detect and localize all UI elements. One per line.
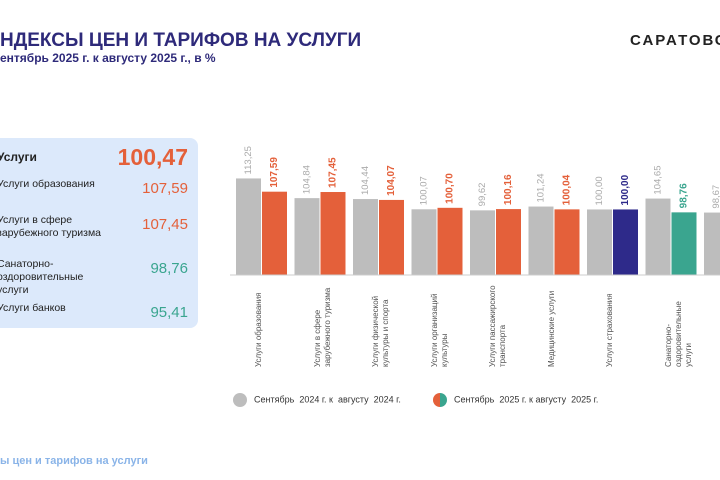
value-label: 100,04 — [562, 174, 573, 205]
bar — [236, 178, 261, 275]
value-label: 100,07 — [419, 176, 430, 205]
value-label: 107,45 — [328, 157, 339, 188]
x-tick-label: Услуги физической культуры и спорта — [371, 295, 390, 367]
value-label: 98,76 — [679, 183, 690, 208]
title: НДЕКСЫ ЦЕН И ТАРИФОВ НА УСЛУГИ — [0, 30, 362, 51]
bar — [411, 209, 437, 275]
row-value: 95,41 — [150, 304, 188, 321]
bar — [320, 192, 346, 275]
x-tick-label: Услуги в сфере зарубежного туризма — [312, 287, 332, 367]
x-tick-label: Медицинские услуги — [546, 290, 556, 367]
bar — [645, 198, 671, 275]
bar — [528, 206, 554, 275]
bar — [262, 191, 287, 275]
value-label: 113,25 — [243, 146, 254, 174]
bar — [704, 212, 720, 275]
x-tick-label: Услуги образования — [254, 292, 263, 367]
value-label: 100,00 — [620, 174, 631, 205]
x-tick-label: Услуги пассажирского транспорта — [488, 285, 507, 367]
row-label: Услуги банков — [0, 302, 66, 314]
row-value: 107,59 — [142, 180, 188, 197]
value-label: 104,44 — [360, 166, 371, 195]
row-label: Услуги образования — [0, 178, 95, 190]
bar — [470, 210, 495, 275]
row-value: 107,45 — [142, 216, 188, 233]
legend-marker — [440, 393, 447, 407]
bar — [554, 209, 580, 275]
x-tick-label: Санаторно-оздоровительные услуги — [663, 301, 693, 367]
bar — [671, 212, 697, 275]
panel — [0, 138, 198, 328]
legend-marker — [433, 393, 440, 407]
bar — [437, 207, 463, 275]
bar — [613, 209, 638, 275]
value-label: 99,62 — [477, 183, 488, 207]
row-label: Услуги — [0, 150, 37, 164]
value-label: 100,00 — [594, 176, 605, 205]
value-label: 100,16 — [503, 174, 514, 205]
row-value: 100,47 — [117, 144, 188, 170]
logo: САРАТОВС — [630, 32, 720, 49]
legend-label: Сентябрь 2025 г. к августу 2025 г. — [454, 394, 598, 404]
value-label: 104,07 — [386, 165, 397, 196]
row-value: 98,76 — [150, 260, 188, 277]
row-label: Санаторно-оздоровительные услуги — [0, 258, 84, 296]
value-label: 104,65 — [653, 166, 664, 195]
bar — [587, 209, 612, 275]
value-label: 100,70 — [445, 173, 456, 204]
bar — [379, 199, 404, 275]
bar — [294, 198, 320, 275]
value-label: 107,59 — [269, 157, 280, 188]
footer-text: ы цен и тарифов на услуги — [0, 455, 148, 467]
legend-marker — [233, 393, 247, 407]
bar — [496, 209, 521, 275]
bar — [353, 199, 378, 275]
legend-label: Сентябрь 2024 г. к августу 2024 г. — [254, 394, 401, 404]
value-label: 104,84 — [302, 165, 313, 194]
value-label: 101,24 — [536, 173, 547, 202]
subtitle: ентябрь 2025 г. к августу 2025 г., в % — [0, 51, 216, 65]
value-label: 98,67 — [711, 185, 720, 209]
x-tick-label: Услуги страхования — [605, 293, 614, 367]
x-tick-label: Услуги организаций культуры — [429, 293, 449, 367]
row-label: Услуги в сфере зарубежного туризма — [0, 214, 102, 239]
